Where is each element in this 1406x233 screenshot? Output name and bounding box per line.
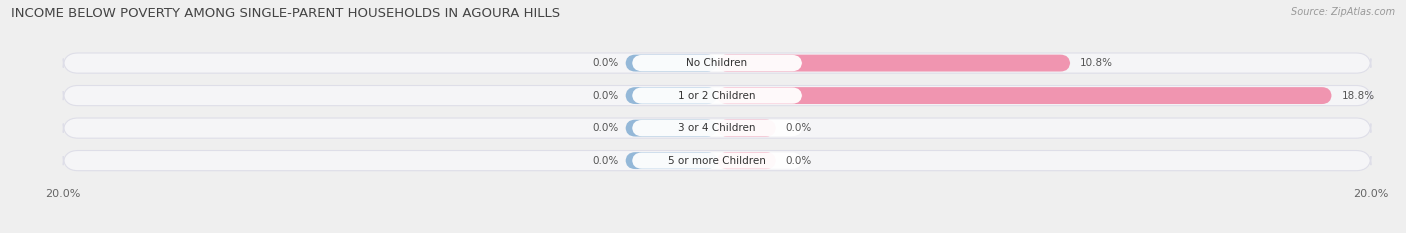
Text: 0.0%: 0.0%	[786, 156, 811, 166]
FancyBboxPatch shape	[63, 86, 1371, 106]
FancyBboxPatch shape	[633, 120, 801, 136]
Text: No Children: No Children	[686, 58, 748, 68]
FancyBboxPatch shape	[717, 120, 776, 137]
FancyBboxPatch shape	[63, 118, 1371, 138]
Text: 18.8%: 18.8%	[1341, 91, 1375, 101]
Legend: Single Father, Single Mother: Single Father, Single Mother	[613, 230, 821, 233]
FancyBboxPatch shape	[717, 87, 1331, 104]
FancyBboxPatch shape	[626, 152, 717, 169]
FancyBboxPatch shape	[717, 55, 1070, 72]
Text: 10.8%: 10.8%	[1080, 58, 1114, 68]
FancyBboxPatch shape	[633, 87, 801, 104]
Text: 1 or 2 Children: 1 or 2 Children	[678, 91, 756, 101]
FancyBboxPatch shape	[633, 152, 801, 169]
FancyBboxPatch shape	[626, 120, 717, 137]
FancyBboxPatch shape	[626, 87, 717, 104]
Text: Source: ZipAtlas.com: Source: ZipAtlas.com	[1291, 7, 1395, 17]
Text: 0.0%: 0.0%	[593, 156, 619, 166]
Text: 5 or more Children: 5 or more Children	[668, 156, 766, 166]
FancyBboxPatch shape	[63, 53, 1371, 73]
FancyBboxPatch shape	[63, 151, 1371, 171]
Text: 0.0%: 0.0%	[593, 91, 619, 101]
Text: 3 or 4 Children: 3 or 4 Children	[678, 123, 756, 133]
Text: 0.0%: 0.0%	[593, 58, 619, 68]
FancyBboxPatch shape	[633, 55, 801, 71]
FancyBboxPatch shape	[626, 55, 717, 72]
Text: 0.0%: 0.0%	[593, 123, 619, 133]
Text: 0.0%: 0.0%	[786, 123, 811, 133]
Text: INCOME BELOW POVERTY AMONG SINGLE-PARENT HOUSEHOLDS IN AGOURA HILLS: INCOME BELOW POVERTY AMONG SINGLE-PARENT…	[11, 7, 561, 20]
FancyBboxPatch shape	[717, 152, 776, 169]
